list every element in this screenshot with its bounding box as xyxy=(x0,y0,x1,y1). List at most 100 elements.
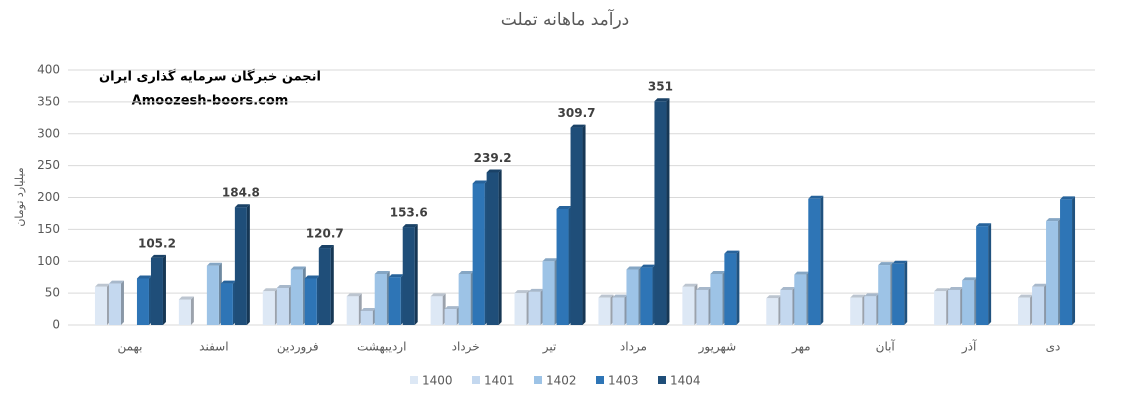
bar xyxy=(458,274,471,325)
x-tick-label: مرداد xyxy=(620,340,647,355)
bar xyxy=(430,296,443,325)
bar xyxy=(150,257,163,325)
bar xyxy=(108,283,121,325)
bar xyxy=(948,289,961,325)
bar-side xyxy=(246,204,250,325)
bar xyxy=(598,297,611,325)
bar xyxy=(626,269,639,325)
bar xyxy=(262,291,275,325)
bar-top xyxy=(682,283,698,287)
y-tick-label: 150 xyxy=(37,222,60,236)
bar-side xyxy=(736,250,740,325)
bar-top xyxy=(108,280,124,284)
data-label: 184.8 xyxy=(222,186,260,200)
bar-top xyxy=(136,275,152,279)
x-tick-label: دی xyxy=(1046,340,1061,354)
bar-top xyxy=(486,169,502,173)
bar-top xyxy=(780,286,796,290)
watermark: Amoozesh-boors.com xyxy=(132,94,289,109)
bar-top xyxy=(276,285,292,289)
bar xyxy=(94,286,107,325)
legend-swatch xyxy=(534,376,542,384)
bar xyxy=(290,269,303,325)
bar xyxy=(556,208,569,325)
bar-top xyxy=(570,124,586,128)
bar-side xyxy=(120,280,124,325)
y-tick-label: 200 xyxy=(37,190,60,204)
bar-top xyxy=(556,205,572,209)
bar-top xyxy=(262,288,278,292)
bar xyxy=(934,291,947,325)
bar-side xyxy=(498,169,502,325)
bar-side xyxy=(988,223,992,325)
bar-top xyxy=(430,293,446,297)
bar-top xyxy=(766,295,782,299)
bar xyxy=(318,248,331,325)
bar-top xyxy=(1018,294,1034,298)
bar xyxy=(850,297,863,325)
bar xyxy=(682,286,695,325)
bar xyxy=(472,183,485,325)
legend-label: 1402 xyxy=(546,374,577,388)
bar xyxy=(374,274,387,325)
bar xyxy=(220,283,233,325)
bar xyxy=(346,296,359,325)
legend-swatch xyxy=(472,376,480,384)
y-tick-label: 400 xyxy=(37,63,60,77)
bar xyxy=(528,291,541,325)
bar-top xyxy=(374,271,390,274)
bar-top xyxy=(402,224,418,228)
bar xyxy=(1060,199,1073,325)
x-tick-label: اسفند xyxy=(199,340,228,354)
bar-side xyxy=(414,224,418,325)
bar-top xyxy=(612,294,628,298)
bar xyxy=(402,227,415,325)
bar xyxy=(892,263,905,325)
bar xyxy=(178,299,191,325)
bar-side xyxy=(820,195,824,325)
bar xyxy=(276,288,289,325)
bar xyxy=(612,297,625,325)
bar-top xyxy=(360,307,376,311)
bar-top xyxy=(626,266,642,270)
bar-top xyxy=(962,277,978,281)
bar xyxy=(878,265,891,325)
bar-side xyxy=(582,124,586,325)
legend-label: 1404 xyxy=(670,374,701,388)
data-label: 239.2 xyxy=(474,151,512,165)
bar-side xyxy=(330,245,334,325)
legend-label: 1403 xyxy=(608,374,639,388)
bar-top xyxy=(206,262,222,266)
data-label: 120.7 xyxy=(306,227,344,241)
bar-top xyxy=(304,275,320,279)
legend-swatch xyxy=(658,376,666,384)
bar-top xyxy=(1060,196,1076,200)
x-tick-label: اردیبهشت xyxy=(357,340,406,355)
legend-swatch xyxy=(410,376,418,384)
bar xyxy=(206,265,219,325)
bar-top xyxy=(346,293,362,297)
bar xyxy=(766,298,779,325)
y-tick-label: 100 xyxy=(37,254,60,268)
bar-top xyxy=(892,260,908,264)
bar xyxy=(780,289,793,325)
bar xyxy=(696,289,709,325)
bar-top xyxy=(528,288,544,292)
x-tick-label: آبان xyxy=(876,339,896,354)
bar xyxy=(570,127,583,325)
y-tick-label: 250 xyxy=(37,158,60,172)
bar-top xyxy=(290,266,306,270)
bar-top xyxy=(472,180,488,184)
bar-top xyxy=(794,271,810,275)
bar-top xyxy=(654,98,670,102)
bar-top xyxy=(514,290,530,294)
legend-label: 1400 xyxy=(422,374,453,388)
x-tick-label: شهریور xyxy=(698,340,737,355)
legend-label: 1401 xyxy=(484,374,515,388)
x-tick-label: خرداد xyxy=(452,340,480,355)
bar xyxy=(1032,286,1045,325)
bar-top xyxy=(1032,283,1048,287)
bar xyxy=(710,274,723,325)
chart-title: درآمد ماهانه تملت xyxy=(501,8,630,30)
